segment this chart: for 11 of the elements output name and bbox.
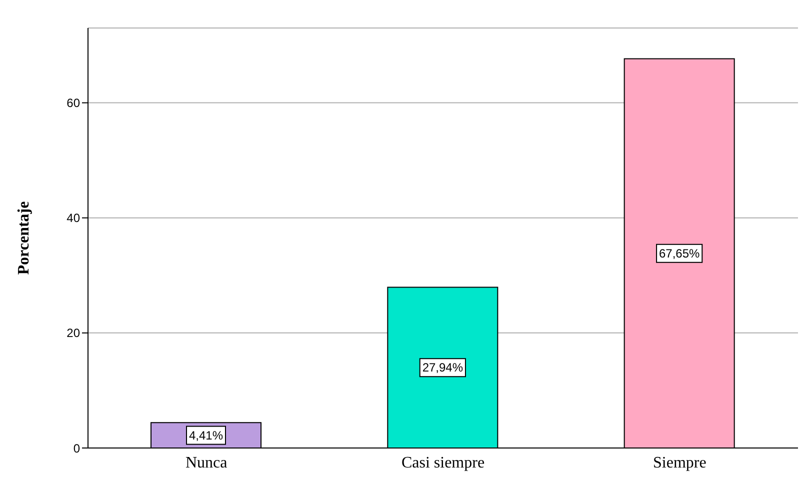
data-label: 67,65%	[658, 246, 700, 260]
x-tick-label: Casi siempre	[401, 454, 485, 472]
y-tick-label: 0	[73, 441, 80, 456]
y-tick-label: 20	[66, 326, 80, 340]
y-tick-label: 40	[66, 211, 80, 226]
y-axis-title: Porcentaje	[16, 201, 33, 275]
data-label: 4,41%	[188, 428, 224, 442]
x-tick-label: Nunca	[185, 454, 228, 472]
x-tick-label: Siempre	[653, 454, 706, 472]
y-tick-label: 60	[66, 96, 80, 110]
data-label: 27,94%	[422, 360, 464, 375]
